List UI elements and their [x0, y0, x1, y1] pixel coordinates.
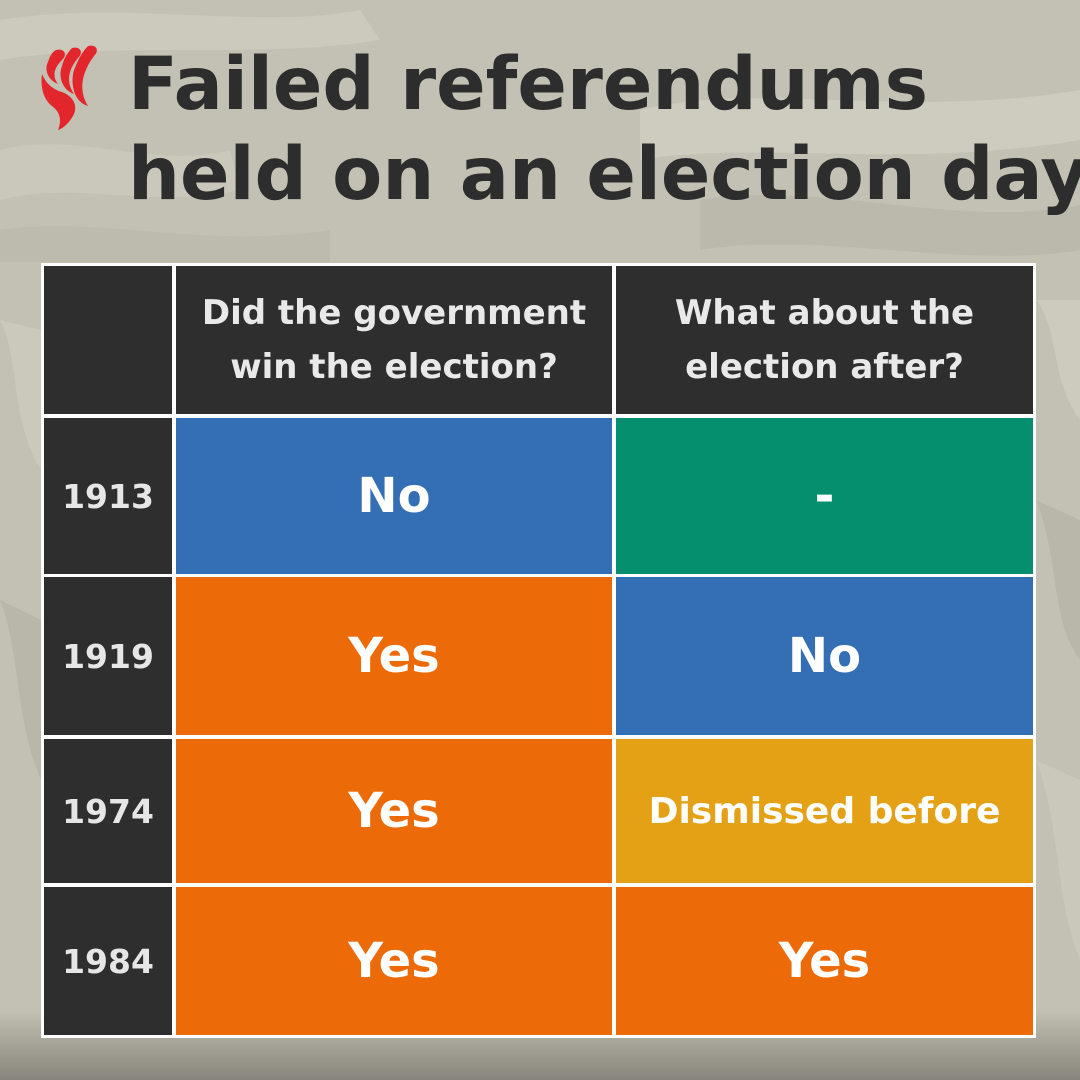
- brand-logo-icon: [41, 45, 97, 130]
- year-label: 1919: [62, 636, 154, 676]
- election-after-value: Dismissed before: [648, 790, 1001, 832]
- header-election-after-label: What about the election after?: [674, 293, 975, 387]
- government-won-cell: Yes: [176, 887, 612, 1035]
- header-government-won: Did the government win the election?: [176, 266, 612, 414]
- year-cell: 1984: [44, 887, 172, 1035]
- government-won-cell: Yes: [176, 739, 612, 883]
- header-government-won-label: Did the government win the election?: [201, 293, 587, 387]
- election-after-value: Yes: [778, 933, 871, 989]
- government-won-value: No: [357, 468, 431, 524]
- year-cell: 1913: [44, 418, 172, 574]
- election-after-value: -: [814, 468, 835, 524]
- results-table: Did the government win the election? Wha…: [41, 263, 1036, 1038]
- election-after-cell: No: [616, 577, 1033, 735]
- government-won-value: Yes: [348, 628, 440, 684]
- header-election-after: What about the election after?: [616, 266, 1033, 414]
- header-corner-cell: [44, 266, 172, 414]
- page-title: Failed referendums held on an election d…: [128, 40, 1080, 220]
- government-won-value: Yes: [348, 933, 440, 989]
- election-after-cell: Yes: [616, 887, 1033, 1035]
- election-after-cell: Dismissed before: [616, 739, 1033, 883]
- government-won-cell: No: [176, 418, 612, 574]
- title-line-1: Failed referendums: [128, 42, 929, 127]
- year-cell: 1919: [44, 577, 172, 735]
- title-line-2: held on an election day: [128, 132, 1080, 217]
- election-after-value: No: [787, 628, 862, 684]
- government-won-cell: Yes: [176, 577, 612, 735]
- year-label: 1974: [62, 791, 154, 831]
- year-cell: 1974: [44, 739, 172, 883]
- year-label: 1984: [62, 941, 154, 981]
- government-won-value: Yes: [348, 783, 440, 839]
- election-after-cell: -: [616, 418, 1033, 574]
- year-label: 1913: [62, 476, 154, 516]
